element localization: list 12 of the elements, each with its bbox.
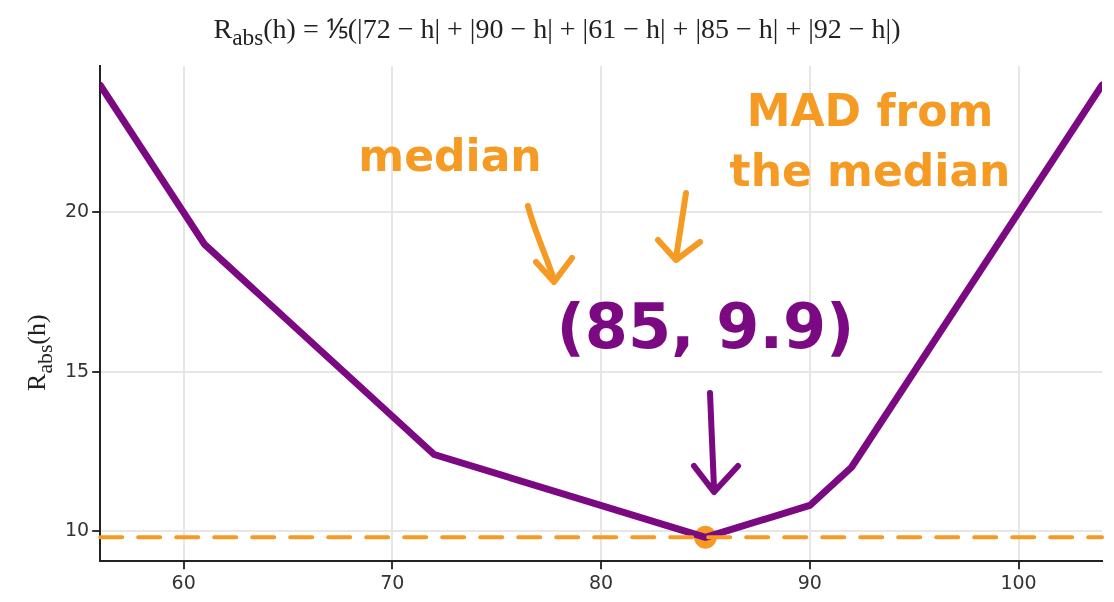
x-tick-label: 100 — [1000, 570, 1037, 593]
x-tick-label: 60 — [171, 570, 196, 593]
y-tick-label: 15 — [64, 358, 90, 381]
annotation: MAD from the median — [729, 85, 1011, 197]
annotation: (85, 9.9) — [556, 290, 855, 364]
x-tick-label: 80 — [588, 570, 614, 593]
y-tick-label: 10 — [64, 517, 90, 540]
y-tick-label: 20 — [64, 199, 90, 222]
x-tick-label: 90 — [797, 570, 822, 593]
annotation: median — [358, 130, 542, 182]
chart-title: R$_{abs}$(h) = ⅕(|72 − h| + |90 − h| + |61 − h| + |85 − h| + |92 − h|) — [212, 12, 902, 51]
x-tick-label: 70 — [380, 570, 405, 593]
